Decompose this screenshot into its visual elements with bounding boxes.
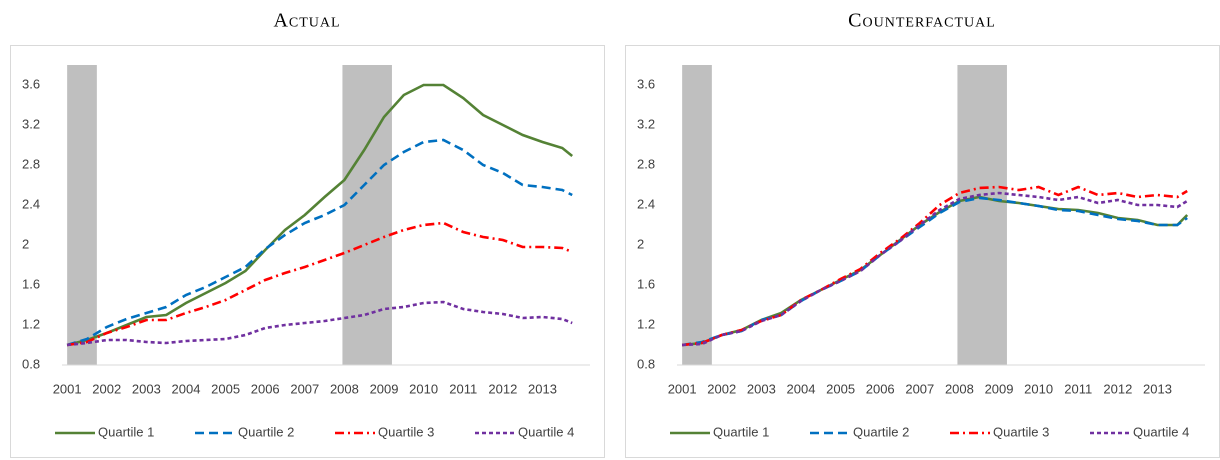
x-tick-label: 2012 <box>488 381 517 396</box>
x-tick-label: 2003 <box>132 381 161 396</box>
legend-label: Quartile 1 <box>98 424 154 439</box>
x-tick-label: 2010 <box>1024 381 1053 396</box>
x-tick-label: 2009 <box>370 381 399 396</box>
x-tick-label: 2002 <box>92 381 121 396</box>
x-tick-label: 2011 <box>449 381 477 396</box>
x-tick-label: 2004 <box>172 381 201 396</box>
y-tick-label: 2 <box>637 236 644 251</box>
y-tick-label: 3.2 <box>22 116 40 131</box>
x-tick-label: 2005 <box>211 381 240 396</box>
series-line <box>66 221 573 347</box>
x-tick-label: 2002 <box>707 381 736 396</box>
x-tick-label: 2007 <box>905 381 934 396</box>
x-tick-label: 2007 <box>290 381 319 396</box>
x-tick-label: 2012 <box>1103 381 1132 396</box>
legend-label: Quartile 3 <box>378 424 434 439</box>
series-line <box>681 185 1188 347</box>
y-tick-label: 2.8 <box>637 156 655 171</box>
recession-band <box>957 65 1007 365</box>
x-tick-label: 2010 <box>409 381 438 396</box>
legend-label: Quartile 2 <box>853 424 909 439</box>
legend-label: Quartile 1 <box>713 424 769 439</box>
series-line <box>66 83 574 347</box>
series-line <box>66 300 573 347</box>
recession-band <box>682 65 712 365</box>
chart-title: Counterfactual <box>848 10 996 32</box>
legend-label: Quartile 4 <box>1133 424 1189 439</box>
series-line <box>682 191 1188 347</box>
y-tick-label: 2.8 <box>22 156 40 171</box>
y-tick-label: 1.6 <box>637 276 655 291</box>
panel-border <box>10 45 605 458</box>
x-tick-label: 2008 <box>945 381 974 396</box>
x-tick-label: 2013 <box>528 381 557 396</box>
x-tick-label: 2011 <box>1064 381 1092 396</box>
x-tick-label: 2006 <box>251 381 280 396</box>
y-tick-label: 3.6 <box>637 76 655 91</box>
x-tick-label: 2004 <box>787 381 816 396</box>
legend-label: Quartile 3 <box>993 424 1049 439</box>
chart-panel: Actual 0.8 1.2 1.6 2 2.4 2.8 3.2 3.6 2001 2002 2003… <box>10 10 605 458</box>
x-tick-label: 2013 <box>1143 381 1172 396</box>
y-tick-label: 3.2 <box>637 116 655 131</box>
y-tick-label: 2.4 <box>22 196 40 211</box>
y-tick-label: 1.2 <box>637 316 655 331</box>
chart-panel: Counterfactual 0.8 1.2 1.6 2 2.4 2.8 3.2 3.6 2001… <box>625 10 1220 458</box>
x-tick-label: 2006 <box>866 381 895 396</box>
y-tick-label: 2.4 <box>637 196 655 211</box>
legend-label: Quartile 2 <box>238 424 294 439</box>
series-line <box>66 138 573 347</box>
x-tick-label: 2001 <box>53 381 82 396</box>
x-tick-label: 2001 <box>668 381 697 396</box>
y-tick-label: 2 <box>22 236 29 251</box>
chart-title: Actual <box>273 10 340 32</box>
x-tick-label: 2008 <box>330 381 359 396</box>
x-tick-label: 2003 <box>747 381 776 396</box>
recession-band <box>342 65 392 365</box>
x-tick-label: 2005 <box>826 381 855 396</box>
x-tick-label: 2009 <box>985 381 1014 396</box>
legend-label: Quartile 4 <box>518 424 574 439</box>
y-tick-label: 1.2 <box>22 316 40 331</box>
y-tick-label: 0.8 <box>22 356 40 371</box>
y-tick-label: 1.6 <box>22 276 40 291</box>
y-tick-label: 3.6 <box>22 76 40 91</box>
recession-band <box>67 65 97 365</box>
y-tick-label: 0.8 <box>637 356 655 371</box>
